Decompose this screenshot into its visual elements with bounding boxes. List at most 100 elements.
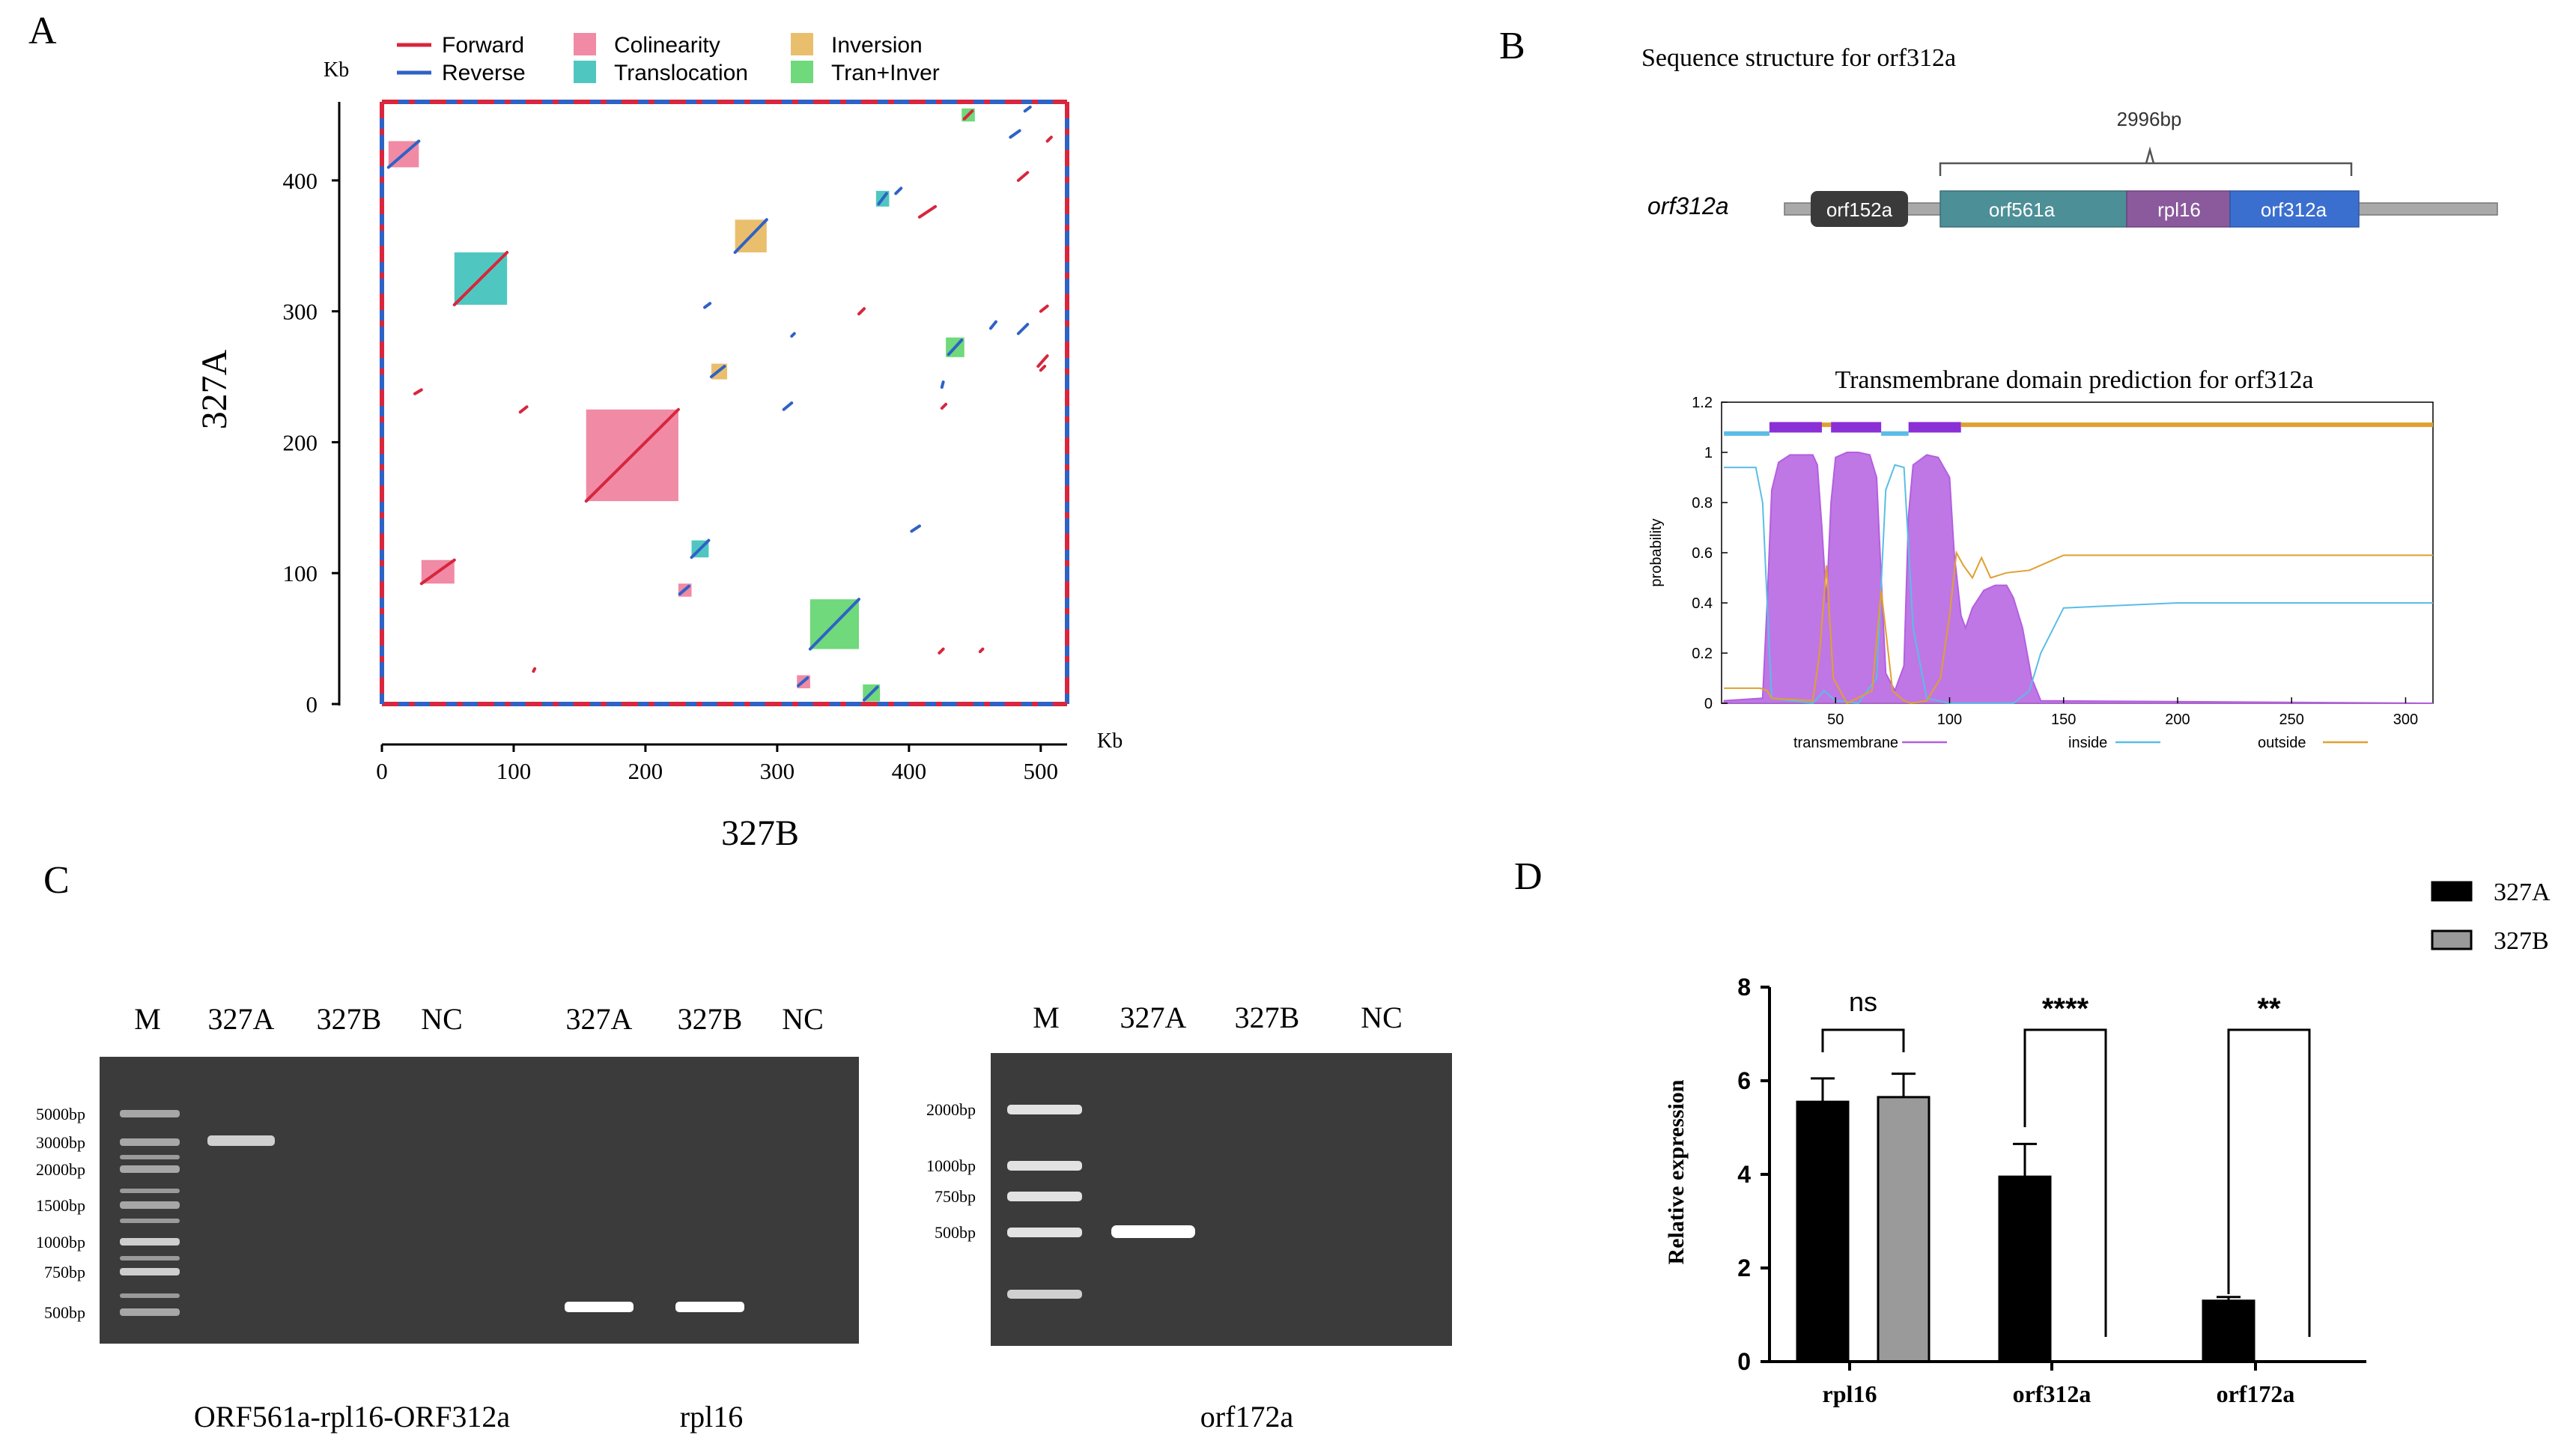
tm-line-outside bbox=[1724, 550, 2433, 705]
segment-forward-27 bbox=[518, 405, 529, 414]
segment-reverse-35 bbox=[894, 186, 903, 195]
legend-swatch-translocation bbox=[574, 61, 596, 83]
x-axis-title: 327B bbox=[721, 813, 799, 853]
gel1-ladder-label-4: 1000bp bbox=[36, 1233, 85, 1252]
gene-orf561a-label: orf561a bbox=[1989, 198, 2056, 221]
legend-label-translocation: Translocation bbox=[614, 61, 748, 85]
tm-y-tick-label-0: 0 bbox=[1704, 696, 1713, 712]
tm-legend: transmembrane inside outside bbox=[1793, 735, 2368, 751]
segment-forward-20 bbox=[1039, 304, 1049, 313]
gel2-ladder-band-1 bbox=[1007, 1161, 1082, 1171]
bar-legend-label-327B: 327B bbox=[2494, 927, 2549, 955]
gel1-ladder-faint-1 bbox=[120, 1189, 180, 1193]
gel1-band-2 bbox=[675, 1302, 744, 1312]
segment-forward-31 bbox=[978, 647, 985, 654]
tm-series-lines bbox=[1723, 452, 2434, 705]
gel2-ladder-band-2 bbox=[1007, 1192, 1082, 1201]
gel1-ladder-band-3 bbox=[120, 1201, 180, 1209]
tm-line-transmembrane bbox=[1723, 452, 2434, 704]
tm-probability-chart: 0 0.2 0.4 0.6 0.8 1 1.2 50 100 150 200 250 300 prob… bbox=[1648, 395, 2434, 751]
significance-label-2: ** bbox=[2257, 992, 2281, 1025]
tm-x-tick-label-50: 50 bbox=[1827, 712, 1844, 728]
gel2-ladder-band-3 bbox=[1007, 1228, 1082, 1237]
segment-reverse-4 bbox=[690, 539, 711, 559]
bar-y-tick-label-8: 8 bbox=[1737, 974, 1751, 1001]
tm-legend-label-transmembrane: transmembrane bbox=[1793, 735, 1898, 751]
segment-forward-0 bbox=[584, 407, 680, 503]
gel2-lane-label-2: 327B bbox=[1235, 1001, 1300, 1034]
gel2-lane-label-1: 327A bbox=[1120, 1001, 1187, 1034]
gel1-ladder-label-0: 5000bp bbox=[36, 1105, 85, 1123]
gel1-ladder-band-2 bbox=[120, 1165, 180, 1173]
tm-y-tick-label-3: 0.6 bbox=[1692, 545, 1713, 562]
panel-label-a: A bbox=[28, 10, 57, 52]
gel-1-background bbox=[100, 1057, 859, 1344]
gel1-ladder-label-3: 1500bp bbox=[36, 1196, 85, 1215]
gel1-ladder-band-1 bbox=[120, 1138, 180, 1146]
gel1-lane-label-6: NC bbox=[782, 1002, 824, 1036]
legend-label-colinearity: Colinearity bbox=[614, 33, 720, 58]
y-tick-label-0: 0 bbox=[306, 691, 318, 718]
gene-track-label: orf312a bbox=[1647, 192, 1729, 219]
bar-327A-orf312a bbox=[1998, 1175, 2052, 1363]
orf312a-structure-panel: Sequence structure for orf312a orf312a 2… bbox=[1641, 44, 2498, 751]
y-tick-label-200: 200 bbox=[283, 429, 318, 455]
gel2-lane-label-0: M bbox=[1033, 1001, 1060, 1034]
gel1-lane-label-0: M bbox=[134, 1002, 161, 1036]
segment-reverse-32 bbox=[1023, 105, 1032, 113]
tm-y-tick-label-1: 0.2 bbox=[1692, 646, 1713, 662]
legend-swatch-colinearity bbox=[574, 33, 596, 55]
tm-y-ticks: 0 0.2 0.4 0.6 0.8 1 1.2 bbox=[1692, 395, 1728, 712]
bar-category-label-rpl16: rpl16 bbox=[1823, 1380, 1877, 1407]
gel2-ladder-label-2: 750bp bbox=[935, 1187, 976, 1206]
gel-1: M 327A 327B NC 327A 327B NC 5000bp 3000bp 2000bp 1… bbox=[36, 1002, 824, 1322]
topology-inside-0 bbox=[1724, 431, 1770, 436]
structure-title: Sequence structure for orf312a bbox=[1641, 44, 1956, 72]
gel2-ladder-label-3: 500bp bbox=[935, 1223, 976, 1242]
panel-label-c: C bbox=[43, 859, 70, 902]
gel1-band-0 bbox=[207, 1135, 275, 1146]
tm-y-axis-title: probability bbox=[1648, 518, 1665, 586]
gel1-ladder-band-5 bbox=[120, 1268, 180, 1275]
bar-legend-swatch-327B bbox=[2431, 929, 2473, 950]
segment-forward-34 bbox=[1039, 365, 1047, 372]
bar-y-tick-label-6: 6 bbox=[1737, 1067, 1751, 1094]
segment-reverse-5 bbox=[733, 218, 768, 254]
bar-327B-rpl16 bbox=[1877, 1096, 1931, 1363]
bar-legend-label-327A: 327A bbox=[2494, 879, 2551, 906]
gel1-lane-label-1: 327A bbox=[208, 1002, 275, 1036]
topology-transmembrane-1 bbox=[1769, 422, 1822, 433]
significance-label-0: ns bbox=[1849, 986, 1877, 1017]
gel1-ladder-label-1: 3000bp bbox=[36, 1133, 85, 1152]
segment-reverse-25 bbox=[790, 332, 796, 338]
topology-transmembrane-3 bbox=[1831, 422, 1882, 433]
x-tick-label-200: 200 bbox=[628, 758, 663, 784]
tm-x-tick-label-300: 300 bbox=[2393, 712, 2418, 728]
amplicon-label-orf172a: orf172a bbox=[1200, 1400, 1294, 1434]
gene-rpl16-label: rpl16 bbox=[2157, 198, 2201, 221]
amplicon-label-rpl16: rpl16 bbox=[680, 1400, 743, 1434]
tm-y-tick-label-5: 1 bbox=[1704, 445, 1713, 461]
tm-y-tick-label-2: 0.4 bbox=[1692, 595, 1713, 612]
gene-orf152a bbox=[1811, 191, 1908, 227]
y-axis-title: 327A bbox=[195, 349, 234, 429]
topology-transmembrane-5 bbox=[1908, 422, 1961, 433]
bar-327A-orf172a bbox=[2202, 1299, 2255, 1363]
legend-label-inversion: Inversion bbox=[831, 33, 923, 58]
y-unit-label: Kb bbox=[323, 58, 349, 82]
gene-orf561a bbox=[1939, 190, 2127, 228]
y-axis-ticks: 0 100 200 300 400 bbox=[283, 168, 339, 718]
bar-y-tick-label-4: 4 bbox=[1737, 1161, 1751, 1188]
segment-forward-23 bbox=[857, 307, 866, 316]
panel-label-d: D bbox=[1514, 855, 1543, 898]
gel1-band-1 bbox=[565, 1302, 634, 1312]
segment-reverse-13 bbox=[877, 192, 888, 206]
gel1-ladder-faint-3 bbox=[120, 1256, 180, 1260]
span-bracket: 2996bp bbox=[1939, 108, 2353, 176]
segment-reverse-9 bbox=[863, 685, 879, 702]
tm-y-tick-label-6: 1.2 bbox=[1692, 395, 1713, 411]
bar-category-label-orf172a: orf172a bbox=[2217, 1380, 2295, 1407]
significance-bracket-2 bbox=[2227, 1028, 2311, 1337]
gel2-ladder-band-0 bbox=[1007, 1105, 1082, 1114]
